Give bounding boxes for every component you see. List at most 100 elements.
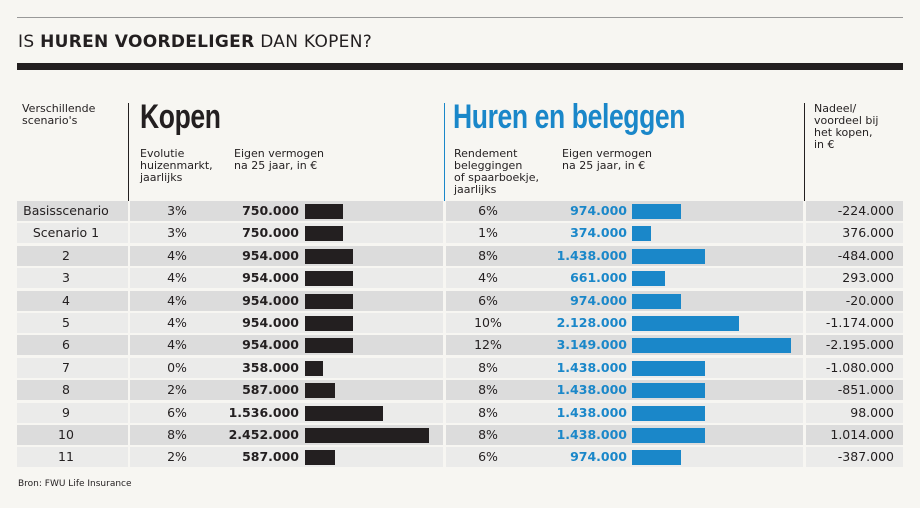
difference: -1.174.000 [825,315,894,330]
row-stripe [130,335,443,356]
kopen-bar [305,360,324,376]
title-prefix: IS [18,32,41,52]
row-stripe [806,402,903,423]
row-stripe [446,425,803,445]
huren-value: 2.128.000 [556,315,627,330]
row-label: 8 [62,382,70,398]
kopen-bar [305,383,335,399]
kopen-rate-header: Evolutie huizenmarkt, jaarlijks [140,147,213,184]
kopen-bar [305,450,335,466]
kopen-value: 587.000 [242,449,299,465]
row-label: 2 [62,247,70,263]
row-stripe [130,290,443,311]
huren-title: Huren en beleggen [453,98,686,136]
huren-value: 974.000 [570,449,627,465]
kopen-title: Kopen [140,98,221,136]
huren-rate: 8% [478,247,498,263]
row-stripe [17,268,128,289]
kopen-value: 954.000 [242,270,299,286]
huren-value-header: Eigen vermogen na 25 jaar, in € [562,147,652,172]
row-stripe [130,223,443,244]
row-stripe [17,402,128,423]
kopen-rate: 4% [167,247,187,263]
huren-value: 661.000 [570,270,627,286]
divider [804,103,805,201]
difference: -1.080.000 [825,359,894,375]
divider [444,103,445,201]
row-stripe [130,201,443,221]
title-bold: HUREN VOORDELIGER [40,32,255,52]
row-stripe [806,223,903,244]
row-stripe [806,268,903,289]
row-stripe [446,268,803,289]
huren-bar [632,405,705,421]
row-stripe [17,380,128,401]
kopen-value: 750.000 [242,203,299,218]
difference: 293.000 [842,270,894,286]
row-stripe [806,380,903,401]
source: Bron: FWU Life Insurance [18,479,132,489]
row-stripe [806,357,903,378]
kopen-value: 358.000 [242,359,299,375]
row-stripe [446,357,803,378]
huren-value: 1.438.000 [556,247,627,263]
huren-bar [632,248,705,264]
row-stripe [17,201,128,221]
row-stripe [446,245,803,266]
huren-bar [632,293,682,309]
kopen-rate: 4% [167,292,187,308]
row-stripe [806,335,903,356]
huren-bar [632,450,682,466]
huren-bar [632,316,740,331]
kopen-rate: 8% [167,427,187,442]
huren-rate: 4% [478,270,498,286]
kopen-rate: 3% [167,225,187,241]
huren-value: 1.438.000 [556,404,627,420]
row-label: 5 [62,315,70,330]
row-stripe [130,313,443,333]
row-label: 3 [62,270,70,286]
huren-rate: 10% [474,315,502,330]
difference: 376.000 [842,225,894,241]
top-rule [17,17,903,18]
huren-value: 1.438.000 [556,359,627,375]
huren-rate: 8% [478,382,498,398]
row-stripe [806,425,903,445]
kopen-rate: 6% [167,404,187,420]
row-stripe [17,357,128,378]
row-stripe [130,447,443,468]
title-suffix: DAN KOPEN? [254,32,373,52]
divider [128,103,129,201]
kopen-value: 954.000 [242,337,299,353]
difference: -851.000 [837,382,894,398]
row-stripe [17,245,128,266]
row-stripe [806,201,903,221]
kopen-bar [305,316,354,331]
huren-value: 3.149.000 [556,337,627,353]
row-stripe [17,447,128,468]
title: IS HUREN VOORDELIGER DAN KOPEN? [18,32,372,52]
kopen-value: 954.000 [242,247,299,263]
huren-value: 974.000 [570,203,627,218]
difference: 1.014.000 [830,427,894,442]
row-stripe [17,425,128,445]
huren-bar [632,271,666,287]
row-stripe [806,447,903,468]
huren-rate: 6% [478,203,498,218]
kopen-bar [305,204,343,219]
row-stripe [17,335,128,356]
difference: -387.000 [837,449,894,465]
kopen-rate: 4% [167,270,187,286]
row-stripe [806,313,903,333]
huren-value: 374.000 [570,225,627,241]
huren-value: 1.438.000 [556,382,627,398]
kopen-rate: 0% [167,359,187,375]
row-stripe [446,447,803,468]
huren-bar [632,226,651,242]
difference-header: Nadeel/ voordeel bij het kopen, in € [814,102,879,151]
difference: -20.000 [845,292,894,308]
huren-bar [632,428,705,443]
row-label: 7 [62,359,70,375]
difference: -2.195.000 [825,337,894,353]
